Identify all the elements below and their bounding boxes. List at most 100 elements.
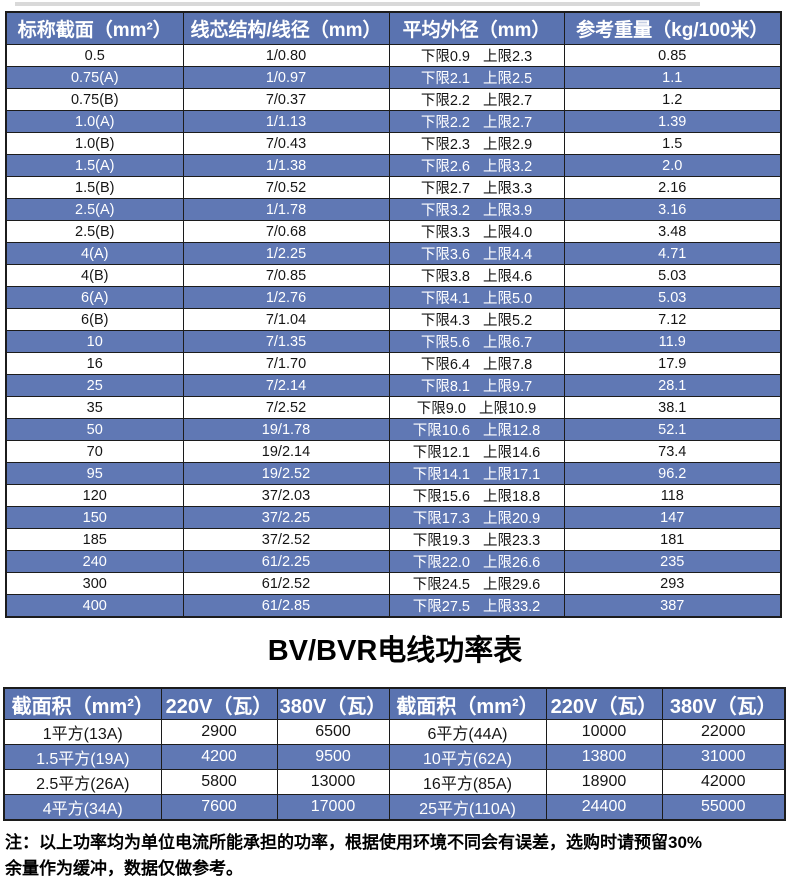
nominal-section-cell: 6(B)	[5, 308, 184, 331]
od-upper-limit: 上限6.7	[483, 335, 533, 351]
nominal-section-cell: 1.0(B)	[5, 132, 184, 155]
od-lower-limit: 下限3.2	[420, 203, 470, 219]
reference-weight-cell: 2.16	[563, 176, 782, 199]
outer-diameter-cell: 下限15.6 上限18.8	[388, 484, 565, 507]
cross-section-cell-right: 6平方(44A)	[388, 719, 547, 745]
reference-weight-cell: 52.1	[563, 418, 782, 441]
od-upper-limit: 上限2.5	[483, 71, 533, 87]
power-table-row: 2.5平方(26A) 5800 13000 16平方(85A) 18900 42…	[3, 769, 786, 795]
reference-weight-cell: 147	[563, 506, 782, 529]
spec-table-row: 1.5(A) 1/1.38 下限2.6 上限3.2 2.0	[5, 154, 782, 177]
spec-table-row: 185 37/2.52 下限19.3 上限23.3 181	[5, 528, 782, 551]
outer-diameter-cell: 下限5.6 上限6.7	[388, 330, 565, 353]
spec-table-body: 0.5 1/0.80 下限0.9 上限2.3 0.85 0.75(A) 1/0.9…	[5, 44, 782, 618]
reference-weight-cell: 73.4	[563, 440, 782, 463]
wire-spec-table: 标称截面（mm²） 线芯结构/线径（mm） 平均外径（mm） 参考重量（kg/1…	[5, 11, 782, 618]
nominal-section-cell: 2.5(A)	[5, 198, 184, 221]
od-upper-limit: 上限12.8	[483, 423, 541, 439]
header-reference-weight: 参考重量（kg/100米）	[563, 11, 782, 45]
od-upper-limit: 上限3.2	[483, 159, 533, 175]
reference-weight-cell: 5.03	[563, 286, 782, 309]
nominal-section-cell: 4(A)	[5, 242, 184, 265]
od-lower-limit: 下限6.4	[420, 357, 470, 373]
outer-diameter-cell: 下限4.1 上限5.0	[388, 286, 565, 309]
core-structure-cell: 37/2.52	[182, 528, 390, 551]
od-lower-limit: 下限4.1	[420, 291, 470, 307]
core-structure-cell: 1/1.78	[182, 198, 390, 221]
od-lower-limit: 下限2.3	[420, 137, 470, 153]
od-upper-limit: 上限4.4	[483, 247, 533, 263]
core-structure-cell: 1/1.13	[182, 110, 390, 133]
outer-diameter-cell: 下限9.0 上限10.9	[388, 396, 565, 419]
spec-table-row: 1.5(B) 7/0.52 下限2.7 上限3.3 2.16	[5, 176, 782, 199]
spec-table-row: 2.5(B) 7/0.68 下限3.3 上限4.0 3.48	[5, 220, 782, 243]
core-structure-cell: 1/2.25	[182, 242, 390, 265]
reference-weight-cell: 1.1	[563, 66, 782, 89]
header-380v-left: 380V（瓦）	[276, 687, 390, 720]
outer-diameter-cell: 下限2.2 上限2.7	[388, 88, 565, 111]
od-upper-limit: 上限14.6	[483, 445, 541, 461]
nominal-section-cell: 1.0(A)	[5, 110, 184, 133]
outer-diameter-cell: 下限3.8 上限4.6	[388, 264, 565, 287]
reference-weight-cell: 11.9	[563, 330, 782, 353]
outer-diameter-cell: 下限19.3 上限23.3	[388, 528, 565, 551]
power-220v-cell-right: 18900	[545, 769, 663, 795]
outer-diameter-cell: 下限2.1 上限2.5	[388, 66, 565, 89]
od-lower-limit: 下限3.3	[420, 225, 470, 241]
od-upper-limit: 上限33.2	[483, 599, 541, 615]
cross-section-cell-left: 2.5平方(26A)	[3, 769, 162, 795]
reference-weight-cell: 1.5	[563, 132, 782, 155]
od-upper-limit: 上限7.8	[483, 357, 533, 373]
reference-weight-cell: 2.0	[563, 154, 782, 177]
nominal-section-cell: 185	[5, 528, 184, 551]
core-structure-cell: 7/2.14	[182, 374, 390, 397]
spec-table-row: 0.5 1/0.80 下限0.9 上限2.3 0.85	[5, 44, 782, 67]
cross-section-cell-left: 1平方(13A)	[3, 719, 162, 745]
wire-spec-table-header: 标称截面（mm²） 线芯结构/线径（mm） 平均外径（mm） 参考重量（kg/1…	[5, 11, 782, 45]
nominal-section-cell: 240	[5, 550, 184, 573]
power-380v-cell-left: 6500	[276, 719, 390, 745]
core-structure-cell: 1/0.80	[182, 44, 390, 67]
spec-table-row: 16 7/1.70 下限6.4 上限7.8 17.9	[5, 352, 782, 375]
cross-section-cell-right: 10平方(62A)	[388, 744, 547, 770]
spec-table-row: 150 37/2.25 下限17.3 上限20.9 147	[5, 506, 782, 529]
outer-diameter-cell: 下限2.2 上限2.7	[388, 110, 565, 133]
power-table: 截面积（mm²） 220V（瓦） 380V（瓦） 截面积（mm²） 220V（瓦…	[3, 687, 786, 821]
outer-diameter-cell: 下限6.4 上限7.8	[388, 352, 565, 375]
od-upper-limit: 上限5.2	[483, 313, 533, 329]
footnote-line-2: 余量作为缓冲，数据仅做参考。	[5, 859, 243, 878]
core-structure-cell: 7/0.85	[182, 264, 390, 287]
spec-table-row: 6(B) 7/1.04 下限4.3 上限5.2 7.12	[5, 308, 782, 331]
power-220v-cell-right: 24400	[545, 794, 663, 821]
reference-weight-cell: 7.12	[563, 308, 782, 331]
nominal-section-cell: 0.5	[5, 44, 184, 67]
od-lower-limit: 下限12.1	[412, 445, 470, 461]
od-upper-limit: 上限10.9	[478, 401, 537, 417]
power-220v-cell-left: 7600	[160, 794, 278, 821]
reference-weight-cell: 1.39	[563, 110, 782, 133]
outer-diameter-cell: 下限0.9 上限2.3	[388, 44, 565, 67]
core-structure-cell: 7/0.52	[182, 176, 390, 199]
outer-diameter-cell: 下限27.5 上限33.2	[388, 594, 565, 618]
od-lower-limit: 下限19.3	[412, 533, 470, 549]
core-structure-cell: 1/2.76	[182, 286, 390, 309]
od-lower-limit: 下限5.6	[420, 335, 470, 351]
power-220v-cell-right: 13800	[545, 744, 663, 770]
reference-weight-cell: 28.1	[563, 374, 782, 397]
power-header-row: 截面积（mm²） 220V（瓦） 380V（瓦） 截面积（mm²） 220V（瓦…	[3, 687, 786, 720]
outer-diameter-cell: 下限2.6 上限3.2	[388, 154, 565, 177]
outer-diameter-cell: 下限12.1 上限14.6	[388, 440, 565, 463]
nominal-section-cell: 1.5(A)	[5, 154, 184, 177]
od-upper-limit: 上限2.7	[483, 93, 533, 109]
outer-diameter-cell: 下限2.7 上限3.3	[388, 176, 565, 199]
cross-section-cell-right: 25平方(110A)	[388, 794, 547, 821]
core-structure-cell: 7/0.68	[182, 220, 390, 243]
core-structure-cell: 19/2.14	[182, 440, 390, 463]
spec-table-row: 95 19/2.52 下限14.1 上限17.1 96.2	[5, 462, 782, 485]
od-lower-limit: 下限2.1	[420, 71, 470, 87]
od-upper-limit: 上限29.6	[483, 577, 541, 593]
spec-table-row: 300 61/2.52 下限24.5 上限29.6 293	[5, 572, 782, 595]
od-lower-limit: 下限2.7	[420, 181, 470, 197]
nominal-section-cell: 4(B)	[5, 264, 184, 287]
nominal-section-cell: 150	[5, 506, 184, 529]
